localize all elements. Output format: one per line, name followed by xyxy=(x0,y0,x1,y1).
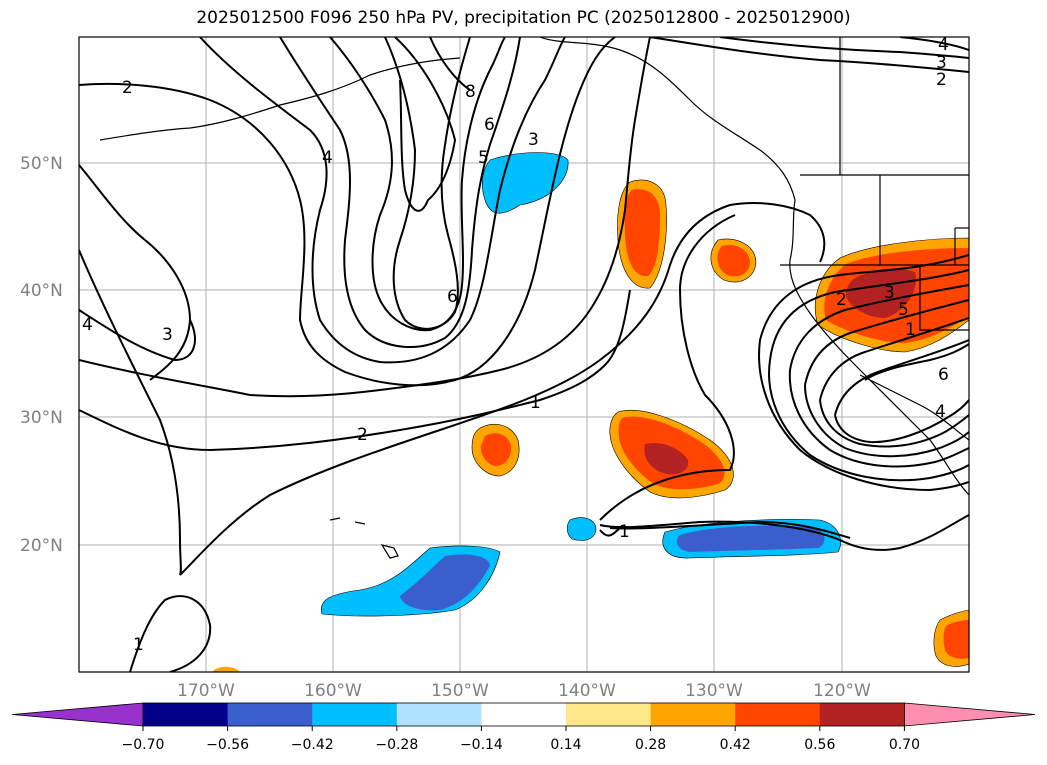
lon-axis: 170°W 160°W 150°W 140°W 130°W 120°W xyxy=(177,681,871,701)
lat-label: 50°N xyxy=(20,154,63,174)
contour-label: 3 xyxy=(528,130,539,150)
positive-anomalies xyxy=(212,179,969,672)
contour-label: 6 xyxy=(484,115,495,135)
contour-label: 8 xyxy=(465,82,476,102)
contour-label: 3 xyxy=(162,325,173,345)
colorbar-segment xyxy=(312,703,398,726)
contour-label: 2 xyxy=(936,70,947,90)
precip-anomaly-pos-6 xyxy=(480,433,512,466)
colorbar-tick-label: −0.56 xyxy=(206,737,249,753)
lon-label: 170°W xyxy=(177,681,235,701)
contour-label: 1 xyxy=(905,320,916,340)
colorbar-segment xyxy=(481,703,567,726)
lat-label: 20°N xyxy=(20,536,63,556)
contour-label: 2 xyxy=(357,425,368,445)
plot-frame xyxy=(78,36,970,673)
colorbar-tick-label: 0.42 xyxy=(720,737,751,753)
colorbar-tick-label: 0.14 xyxy=(550,737,581,753)
contour-label: 5 xyxy=(478,148,489,168)
precip-anomaly-pos-14 xyxy=(943,620,969,659)
contour-label: 1 xyxy=(133,635,144,655)
colorbar-tick-label: 0.28 xyxy=(635,737,666,753)
colorbar-segment xyxy=(566,703,652,726)
colorbar-segment xyxy=(650,703,736,726)
precip-anomaly-neg-6 xyxy=(676,525,825,552)
contour-label: 4 xyxy=(82,315,93,335)
contour-label: 2 xyxy=(122,78,133,98)
contour-label: 3 xyxy=(936,53,947,73)
colorbar-extension-low xyxy=(11,702,144,727)
contour-label: 3 xyxy=(884,283,895,303)
precip-anomaly-neg-1 xyxy=(481,152,569,214)
lon-label: 140°W xyxy=(558,681,616,701)
contour-label: 1 xyxy=(530,393,541,413)
colorbar-tick-label: −0.28 xyxy=(375,737,418,753)
colorbar-labels: −0.70 −0.56 −0.42 −0.28 −0.14 0.14 0.28 0.42 0.5… xyxy=(122,726,920,753)
contour-labels: 2 4 8 6 5 3 6 3 4 1 2 1 1 4 3 2 2 3 5 1 … xyxy=(82,35,949,655)
colorbar-segment xyxy=(396,703,482,726)
colorbar-tick-label: 0.70 xyxy=(889,737,920,753)
plot-area xyxy=(79,37,969,672)
colorbar-tick-label: −0.70 xyxy=(122,737,165,753)
colorbar-tick-label: 0.56 xyxy=(804,737,835,753)
contour-label: 6 xyxy=(447,287,458,307)
contour-label: 4 xyxy=(935,402,946,422)
lon-label: 130°W xyxy=(685,681,743,701)
contour-label: 6 xyxy=(938,365,949,385)
lon-label: 160°W xyxy=(304,681,362,701)
lon-label: 150°W xyxy=(431,681,489,701)
precip-anomaly-neg-4 xyxy=(566,517,597,541)
contour-label: 5 xyxy=(898,300,909,320)
map-title: 2025012500 F096 250 hPa PV, precipitatio… xyxy=(196,8,851,28)
precip-anomaly-pos-15 xyxy=(212,666,240,672)
precip-anomaly-pos-9 xyxy=(644,442,689,475)
contour-label: 1 xyxy=(619,522,630,542)
precip-anomaly-pos-2 xyxy=(624,189,660,277)
colorbar-tick-label: −0.14 xyxy=(460,737,503,753)
colorbar-extension-high xyxy=(904,702,1036,727)
pv-contours xyxy=(79,37,969,672)
colorbar-tick-label: −0.42 xyxy=(291,737,334,753)
negative-anomalies xyxy=(320,152,841,617)
lat-axis: 50°N 40°N 30°N 20°N xyxy=(20,154,63,556)
lat-label: 30°N xyxy=(20,408,63,428)
lat-label: 40°N xyxy=(20,281,63,301)
contour-label: 2 xyxy=(836,290,847,310)
colorbar xyxy=(11,702,1036,727)
precip-anomaly-pos-4 xyxy=(717,244,750,277)
colorbar-segment xyxy=(819,703,905,726)
colorbar-outline xyxy=(142,702,905,727)
contour-label: 4 xyxy=(322,148,333,168)
lon-label: 120°W xyxy=(813,681,871,701)
colorbar-segment xyxy=(143,703,229,726)
colorbar-segment xyxy=(735,703,821,726)
colorbar-segment xyxy=(227,703,313,726)
contour-label: 4 xyxy=(938,35,949,55)
precip-anomaly-neg-3 xyxy=(400,554,490,611)
